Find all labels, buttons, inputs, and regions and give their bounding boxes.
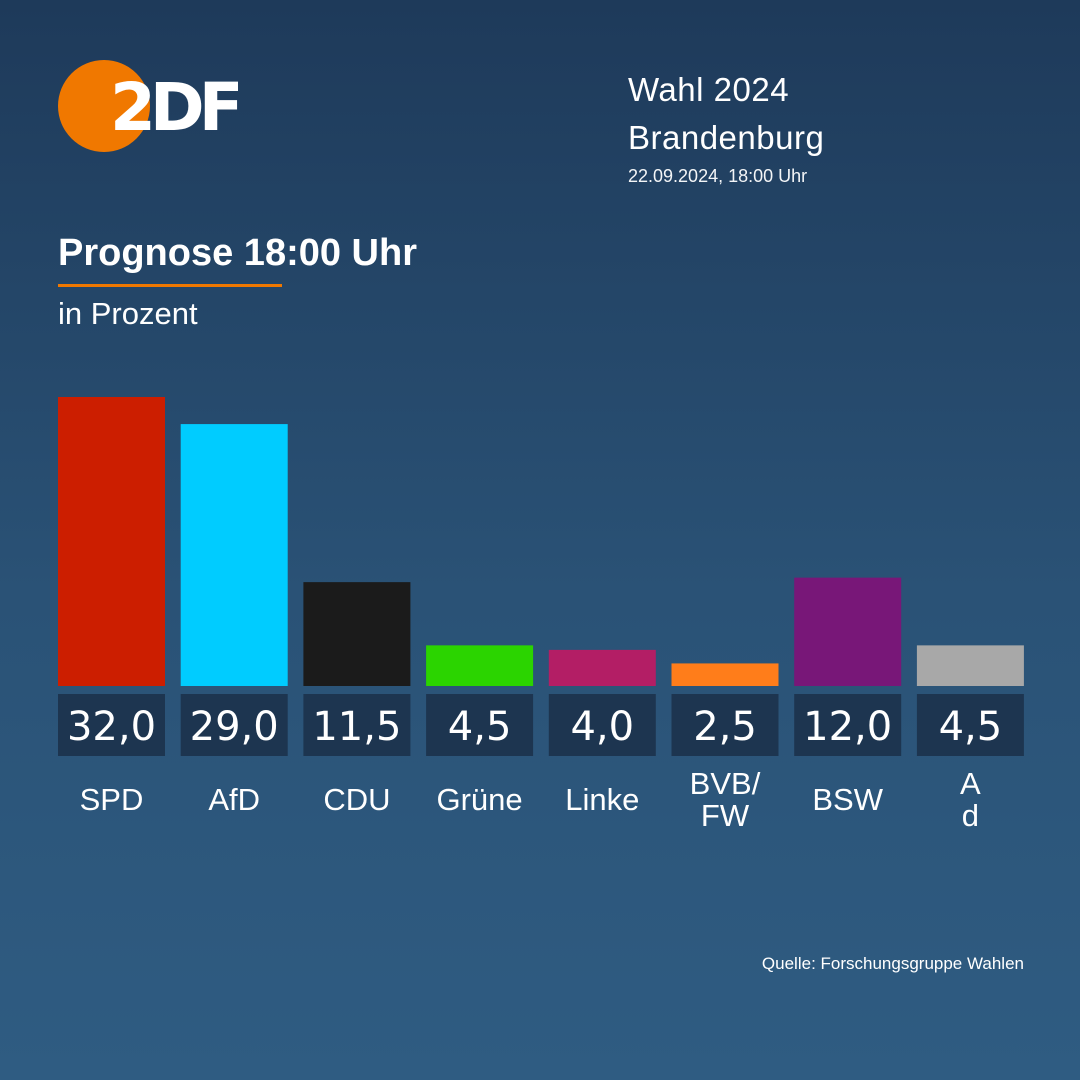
value-box-bvb-fw bbox=[671, 694, 779, 756]
logo-circle bbox=[58, 60, 150, 152]
value-label-linke: 4,0 bbox=[570, 704, 634, 750]
value-box-bsw bbox=[794, 694, 902, 756]
bar-a-d bbox=[916, 645, 1024, 686]
bar-bvb-fw bbox=[671, 663, 779, 686]
value-box-linke bbox=[548, 694, 656, 756]
logo-text: 2DF bbox=[110, 69, 238, 146]
value-box-gr-ne bbox=[426, 694, 534, 756]
value-label-spd: 32,0 bbox=[67, 704, 156, 750]
election-header: Wahl 2024 Brandenburg 22.09.2024, 18:00 … bbox=[628, 66, 824, 187]
value-box-spd bbox=[58, 694, 165, 756]
bar-gr-ne bbox=[426, 645, 534, 686]
value-label-gr-ne: 4,5 bbox=[448, 704, 512, 750]
value-label-a-d: 4,5 bbox=[939, 704, 1003, 750]
value-box-afd bbox=[180, 694, 288, 756]
bar-bsw bbox=[794, 577, 902, 686]
bar-linke bbox=[548, 649, 656, 686]
category-label-linke: Linke bbox=[565, 782, 639, 817]
value-box-a-d bbox=[916, 694, 1024, 756]
bar-spd bbox=[58, 397, 165, 686]
category-label-spd: SPD bbox=[80, 782, 144, 817]
bar-afd bbox=[180, 424, 288, 686]
title-underline bbox=[58, 284, 282, 287]
category-label-bvb-fw: FW bbox=[701, 798, 750, 833]
source-note: Quelle: Forschungsgruppe Wahlen bbox=[761, 954, 1024, 973]
chart-title: Prognose 18:00 Uhr bbox=[58, 232, 417, 274]
value-label-afd: 29,0 bbox=[190, 704, 279, 750]
value-label-cdu: 11,5 bbox=[312, 704, 401, 750]
category-label-bvb-fw: BVB/ bbox=[690, 766, 761, 801]
election-name: Wahl 2024 bbox=[628, 71, 790, 108]
category-label-afd: AfD bbox=[208, 782, 260, 817]
value-label-bvb-fw: 2,5 bbox=[693, 704, 757, 750]
value-box-cdu bbox=[303, 694, 411, 756]
category-label-bsw: BSW bbox=[812, 782, 883, 817]
category-label-gr-ne: Grüne bbox=[437, 782, 523, 817]
category-label-a-d: A bbox=[960, 766, 981, 801]
election-date: 22.09.2024, 18:00 Uhr bbox=[628, 166, 808, 186]
category-label-cdu: CDU bbox=[323, 782, 390, 817]
chart-subtitle: in Prozent bbox=[58, 296, 198, 331]
election-region: Brandenburg bbox=[628, 119, 825, 156]
value-label-bsw: 12,0 bbox=[803, 704, 892, 750]
category-label-a-d: d bbox=[962, 798, 979, 833]
zdf-logo: 2DF bbox=[58, 60, 238, 152]
bar-cdu bbox=[303, 582, 411, 686]
